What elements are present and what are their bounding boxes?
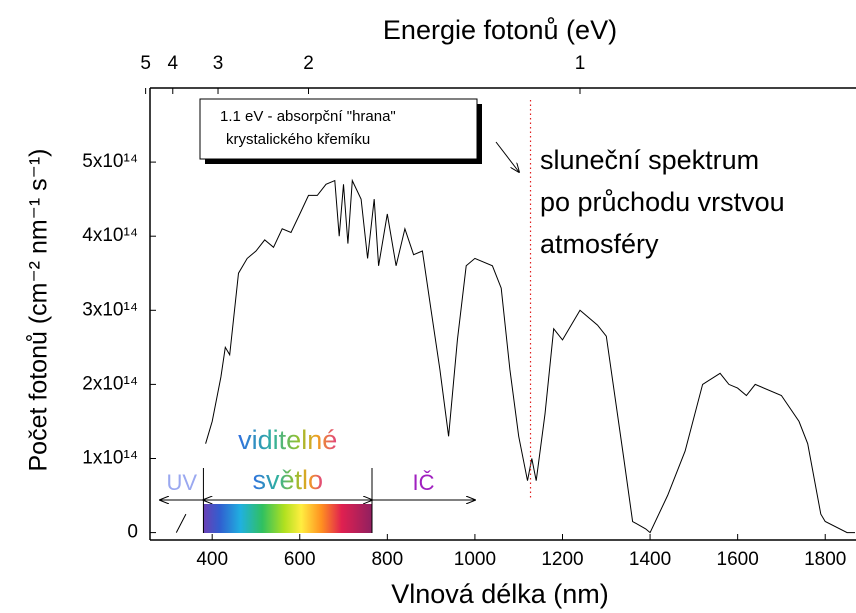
x-axis-label: Vlnová délka (nm) [391, 579, 609, 609]
x-tick-label: 1000 [454, 549, 496, 570]
x2-tick-label: 3 [213, 53, 224, 74]
y-axis-label: Počet fotonů (cm⁻² nm⁻¹ s⁻¹) [25, 149, 53, 472]
spectrum-label: po průchodu vrstvou [540, 187, 785, 217]
x-tick-label: 1400 [629, 549, 671, 570]
x-tick-label: 400 [196, 549, 228, 570]
box-text: 1.1 eV - absorpční "hrana" [220, 108, 396, 125]
visible-label: viditelné [238, 425, 337, 455]
x2-tick-label: 5 [140, 53, 151, 74]
x2-tick-label: 1 [575, 53, 586, 74]
y-tick-label: 5x10¹⁴ [82, 151, 138, 172]
y-tick-label: 3x10¹⁴ [82, 299, 138, 320]
pointer-arrow [495, 141, 519, 172]
visible-spectrum-bar [203, 504, 373, 533]
spectrum-label: sluneční spektrum [540, 145, 759, 175]
x-tick-label: 800 [371, 549, 403, 570]
x2-tick-label: 2 [303, 53, 314, 74]
chart-title: Energie fotonů (eV) [383, 15, 617, 45]
annotation-box [199, 98, 478, 160]
uv-label: UV [166, 470, 197, 495]
visible-label: světlo [252, 465, 323, 495]
spectrum-label: atmosféry [540, 229, 659, 259]
x-tick-label: 1800 [804, 549, 846, 570]
axes [149, 87, 856, 541]
box-text: krystalického křemíku [226, 131, 370, 148]
y-tick-label: 2x10¹⁴ [82, 373, 138, 394]
x-tick-label: 1200 [541, 549, 583, 570]
y-tick-label: 4x10¹⁴ [82, 225, 138, 246]
x-tick-label: 1600 [717, 549, 759, 570]
y-tick-label: 0 [127, 522, 138, 543]
x-tick-label: 600 [284, 549, 316, 570]
y-tick-label: 1x10¹⁴ [82, 448, 138, 469]
ir-label: IČ [412, 470, 434, 495]
spectrum-line [175, 178, 855, 534]
x2-tick-label: 4 [167, 53, 178, 74]
